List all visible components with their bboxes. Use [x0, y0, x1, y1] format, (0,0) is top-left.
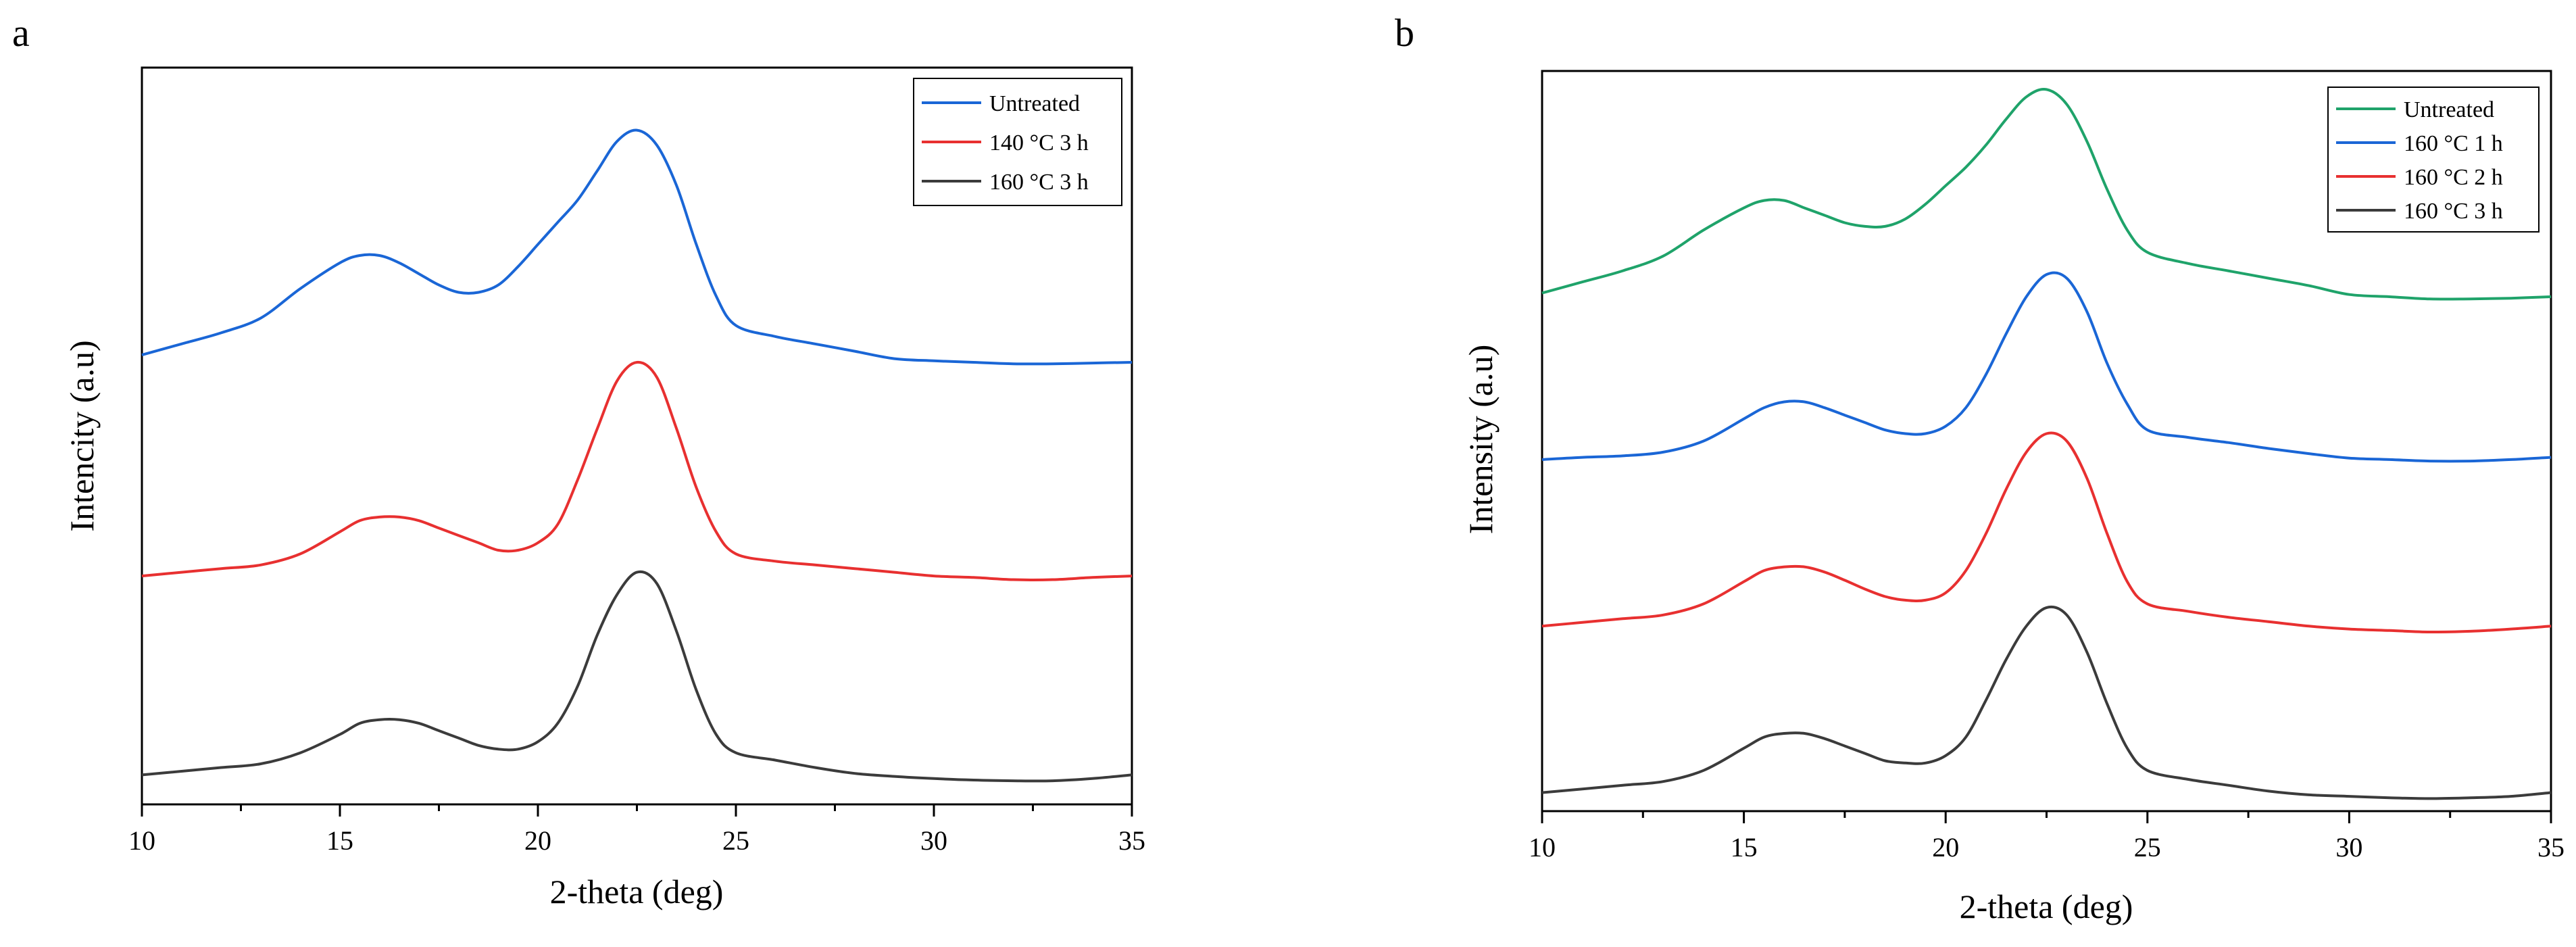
series-lines — [1541, 88, 2552, 800]
x-tick-label: 25 — [722, 825, 749, 856]
series-line-4 — [1541, 605, 2552, 800]
panel-b: b 10 15 20 25 30 35 2-theta (deg) Intensity (… — [1395, 11, 2565, 925]
y-axis-label: Intensity (a.u) — [1462, 345, 1500, 534]
legend: Untreated 140 °C 3 h 160 °C 3 h — [913, 78, 1122, 206]
x-axis-label: 2-theta (deg) — [550, 873, 724, 910]
series-lines — [141, 128, 1133, 783]
legend-label: 160 °C 1 h — [2404, 131, 2503, 156]
y-axis-label: Intencity (a.u) — [63, 340, 101, 531]
legend: Untreated 160 °C 1 h 160 °C 2 h 160 °C 3 h — [2327, 87, 2540, 233]
panel-a: a 10 15 20 25 30 35 2-theta (deg) Intencity (… — [12, 11, 1145, 910]
x-tick-label: 25 — [2134, 832, 2161, 863]
legend-label: 160 °C 3 h — [989, 170, 1089, 195]
x-tick-label: 10 — [1529, 832, 1556, 863]
legend-label: Untreated — [989, 91, 1080, 116]
x-tick-label: 15 — [326, 825, 353, 856]
legend-label: 160 °C 3 h — [2404, 199, 2503, 224]
series-line-1 — [1541, 88, 2552, 301]
x-axis: 10 15 20 25 30 35 — [1529, 811, 2565, 863]
panel-letter: b — [1395, 11, 1414, 55]
legend-label: 160 °C 2 h — [2404, 165, 2503, 190]
x-tick-label: 35 — [1118, 825, 1145, 856]
x-tick-label: 30 — [2335, 832, 2362, 863]
legend-label: 140 °C 3 h — [989, 130, 1089, 155]
legend-box — [2327, 87, 2540, 233]
x-tick-label: 20 — [1932, 832, 1959, 863]
x-tick-label: 35 — [2537, 832, 2565, 863]
legend-label: Untreated — [2404, 97, 2494, 122]
series-line-2 — [1541, 271, 2552, 463]
x-tick-label: 15 — [1731, 832, 1758, 863]
x-axis: 10 15 20 25 30 35 — [128, 804, 1145, 856]
series-line-1 — [141, 128, 1133, 366]
series-line-3 — [141, 570, 1133, 783]
x-tick-label: 10 — [128, 825, 155, 856]
x-tick-label: 20 — [524, 825, 551, 856]
x-tick-label: 30 — [920, 825, 947, 856]
series-line-3 — [1541, 431, 2552, 634]
panel-letter: a — [12, 11, 30, 55]
series-line-2 — [141, 360, 1133, 581]
x-axis-label: 2-theta (deg) — [1960, 888, 2133, 925]
